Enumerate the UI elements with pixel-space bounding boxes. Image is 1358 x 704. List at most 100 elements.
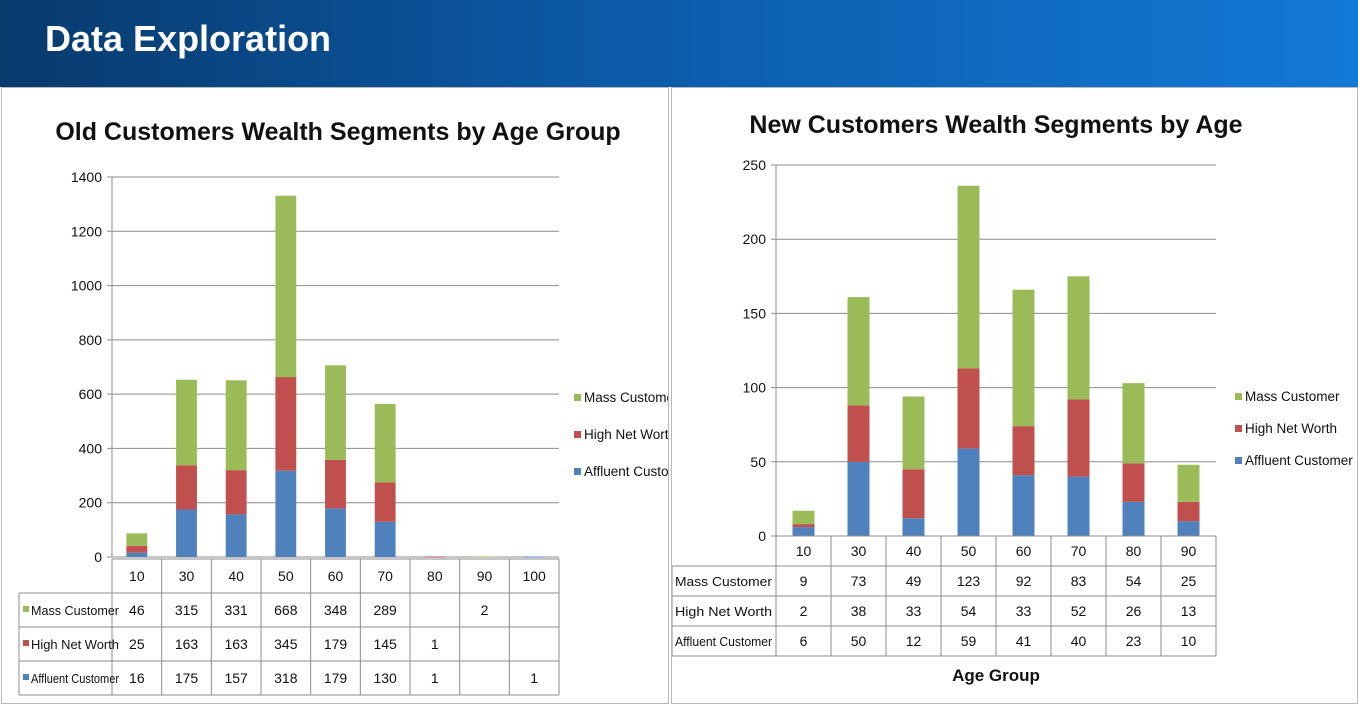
y-tick-label: 200 (79, 495, 103, 511)
legend-key-affluent-customer (574, 468, 581, 475)
bar-affluent-customer (1012, 475, 1035, 536)
data-label: 2 (481, 602, 489, 618)
y-tick-label: 50 (750, 454, 766, 470)
x-tick-label: 50 (961, 543, 977, 559)
data-label: 12 (906, 633, 922, 649)
data-label: 23 (1126, 633, 1142, 649)
bar-high-net-worth (225, 470, 247, 515)
x-tick-label: 60 (328, 568, 344, 584)
data-label: 59 (961, 633, 977, 649)
bar-affluent-customer (176, 509, 197, 557)
bar-affluent-customer (523, 556, 545, 558)
bar-mass-customer (1122, 383, 1145, 464)
legend-key-mass-customer (574, 394, 581, 401)
y-tick-label: 1200 (71, 223, 102, 239)
table-row-label: High Net Worth (31, 637, 119, 652)
table-row-label: Mass Customer (675, 574, 773, 589)
data-label: 157 (224, 670, 248, 686)
table-row-label: Affluent Customer (31, 671, 120, 686)
x-tick-label: 50 (278, 568, 294, 584)
bar-mass-customer (275, 195, 297, 378)
x-tick-label: 10 (796, 543, 812, 559)
bar-affluent-customer (1067, 476, 1090, 536)
bar-high-net-worth (957, 368, 980, 449)
bar-high-net-worth (176, 465, 197, 510)
table-legend-key (23, 674, 29, 680)
legend-label-mass-customer: Mass Customer (1245, 389, 1340, 404)
bar-high-net-worth (1177, 501, 1200, 522)
data-label: 1 (431, 636, 439, 652)
table-row-label: Mass Customer (31, 603, 120, 618)
data-label: 52 (1071, 603, 1087, 619)
data-label: 13 (1181, 603, 1197, 619)
table-legend-key (23, 640, 29, 646)
bar-mass-customer (1012, 289, 1035, 427)
x-tick-label: 90 (477, 568, 493, 584)
data-label: 16 (129, 670, 145, 686)
bar-mass-customer (374, 403, 396, 483)
x-tick-label: 70 (1071, 543, 1087, 559)
bar-affluent-customer (792, 527, 815, 536)
y-tick-label: 0 (94, 549, 102, 565)
data-label: 50 (851, 633, 867, 649)
y-tick-label: 250 (743, 157, 767, 173)
data-label: 6 (800, 633, 808, 649)
table-row-label: Affluent Customer (675, 634, 773, 649)
new-customers-chart: New Customers Wealth Segments by Age 0 50 1… (672, 111, 1353, 685)
bar-high-net-worth (1012, 426, 1035, 476)
bar-high-net-worth (275, 377, 297, 471)
x-tick-label: 100 (522, 568, 546, 584)
legend-label-affluent-customer: Affluent Customer (1245, 453, 1353, 468)
legend-key-high-net-worth (574, 431, 581, 438)
bar-affluent-customer (1177, 521, 1200, 536)
data-label: 54 (1126, 573, 1142, 589)
legend-key-high-net-worth (1235, 425, 1242, 432)
data-label: 1 (530, 670, 538, 686)
data-label: 33 (1016, 603, 1032, 619)
data-label: 123 (957, 573, 981, 589)
x-tick-label: 40 (906, 543, 922, 559)
y-tick-label: 200 (743, 231, 767, 247)
y-tick-label: 100 (743, 380, 767, 396)
data-label: 40 (1071, 633, 1087, 649)
data-label: 175 (175, 670, 199, 686)
bar-mass-customer (902, 396, 925, 470)
old-customers-chart: Old Customers Wealth Segments by Age Gro… (18, 118, 668, 696)
old-customers-panel: Old Customers Wealth Segments by Age Gro… (1, 87, 669, 704)
bar-mass-customer (474, 556, 495, 558)
bar-high-net-worth (902, 469, 925, 519)
bar-mass-customer (847, 297, 870, 406)
bar-affluent-customer (957, 448, 980, 536)
bar-mass-customer (325, 365, 346, 460)
y-tick-label: 0 (758, 528, 766, 544)
data-label: 130 (373, 670, 397, 686)
data-label: 49 (906, 573, 922, 589)
data-label: 41 (1016, 633, 1032, 649)
data-label: 345 (274, 636, 298, 652)
data-label: 9 (800, 573, 808, 589)
data-label: 179 (324, 670, 348, 686)
y-tick-label: 800 (79, 332, 103, 348)
legend-label-mass-customer: Mass Customer (584, 390, 668, 405)
legend-label-high-net-worth: High Net Worth (584, 427, 668, 442)
x-tick-label: 70 (377, 568, 393, 584)
data-label: 318 (274, 670, 298, 686)
data-label: 26 (1126, 603, 1142, 619)
legend-key-mass-customer (1235, 393, 1242, 400)
bar-high-net-worth (374, 482, 396, 522)
legend-key-affluent-customer (1235, 457, 1242, 464)
bar-high-net-worth (1067, 399, 1090, 477)
x-tick-label: 80 (427, 568, 443, 584)
data-label: 54 (961, 603, 977, 619)
bar-high-net-worth (424, 556, 446, 558)
data-label: 2 (800, 603, 808, 619)
data-label: 1 (431, 670, 439, 686)
x-tick-label: 10 (129, 568, 145, 584)
table-row-label: High Net Worth (675, 604, 772, 619)
data-label: 83 (1071, 573, 1087, 589)
data-label: 331 (224, 602, 248, 618)
y-tick-label: 600 (79, 386, 103, 402)
table-legend-key (23, 606, 29, 612)
data-label: 38 (851, 603, 867, 619)
data-label: 289 (373, 602, 397, 618)
